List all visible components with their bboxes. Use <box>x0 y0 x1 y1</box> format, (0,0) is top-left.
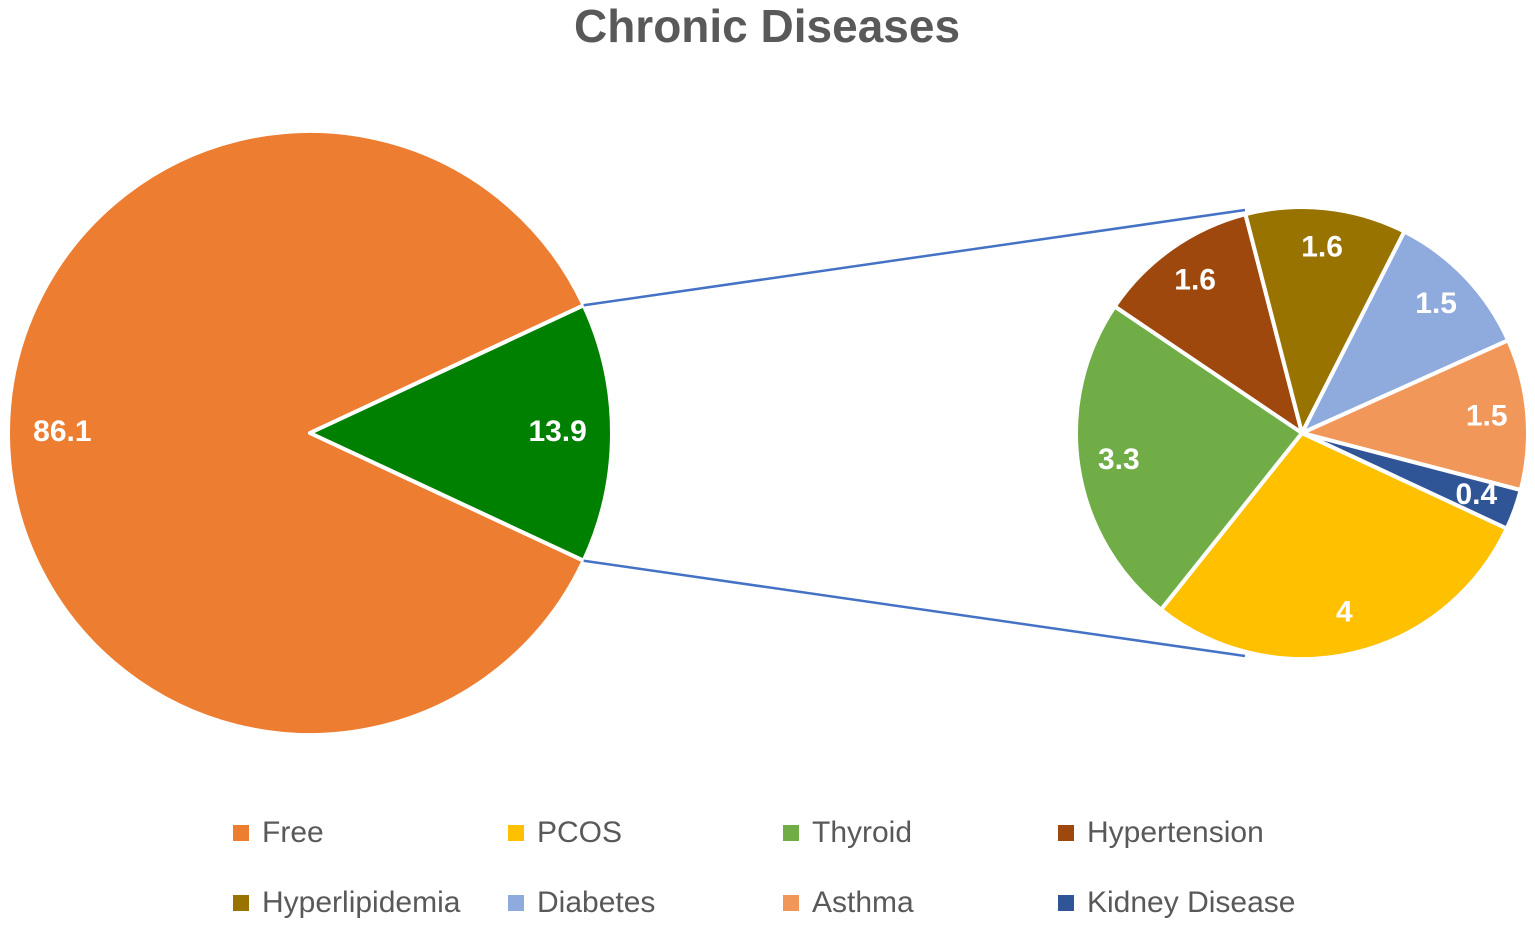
data-label: 86.1 <box>33 415 91 448</box>
pie-slice <box>1300 338 1530 493</box>
data-label: 1.5 <box>1466 399 1508 432</box>
data-label: 3.3 <box>1098 443 1140 476</box>
pie-slice <box>308 303 614 563</box>
pie-slice <box>1112 212 1304 435</box>
chart-title: Chronic Diseases <box>574 0 960 52</box>
legend-swatch <box>508 825 524 841</box>
data-label: 1.6 <box>1174 264 1216 297</box>
data-label: 1.5 <box>1415 287 1457 320</box>
pie-slice <box>6 129 586 737</box>
legend-swatch <box>1058 825 1074 841</box>
legend-label: Kidney Disease <box>1087 886 1295 919</box>
data-label: 4 <box>1336 595 1353 628</box>
data-label: 0.4 <box>1455 478 1497 511</box>
legend-label: Hyperlipidemia <box>262 886 461 919</box>
legend-swatch <box>508 895 524 911</box>
legend-label: Asthma <box>812 886 914 919</box>
legend-swatch <box>233 895 249 911</box>
legend-label: Diabetes <box>537 886 655 919</box>
legend-label: PCOS <box>537 816 622 849</box>
pie-slice <box>1243 205 1407 435</box>
pie-slice <box>1074 304 1304 612</box>
pie-slice <box>1300 229 1511 435</box>
connector-line <box>583 559 1246 658</box>
connector-line <box>583 208 1246 307</box>
legend-label: Free <box>262 816 324 849</box>
data-label: 13.9 <box>528 415 586 448</box>
legend-swatch <box>1058 895 1074 911</box>
pie-slice <box>1300 431 1523 531</box>
legend-label: Thyroid <box>812 816 912 849</box>
legend-swatch <box>233 825 249 841</box>
data-label: 1.6 <box>1301 231 1343 264</box>
legend-swatch <box>783 825 799 841</box>
legend-label: Hypertension <box>1087 816 1264 849</box>
legend-swatch <box>783 895 799 911</box>
